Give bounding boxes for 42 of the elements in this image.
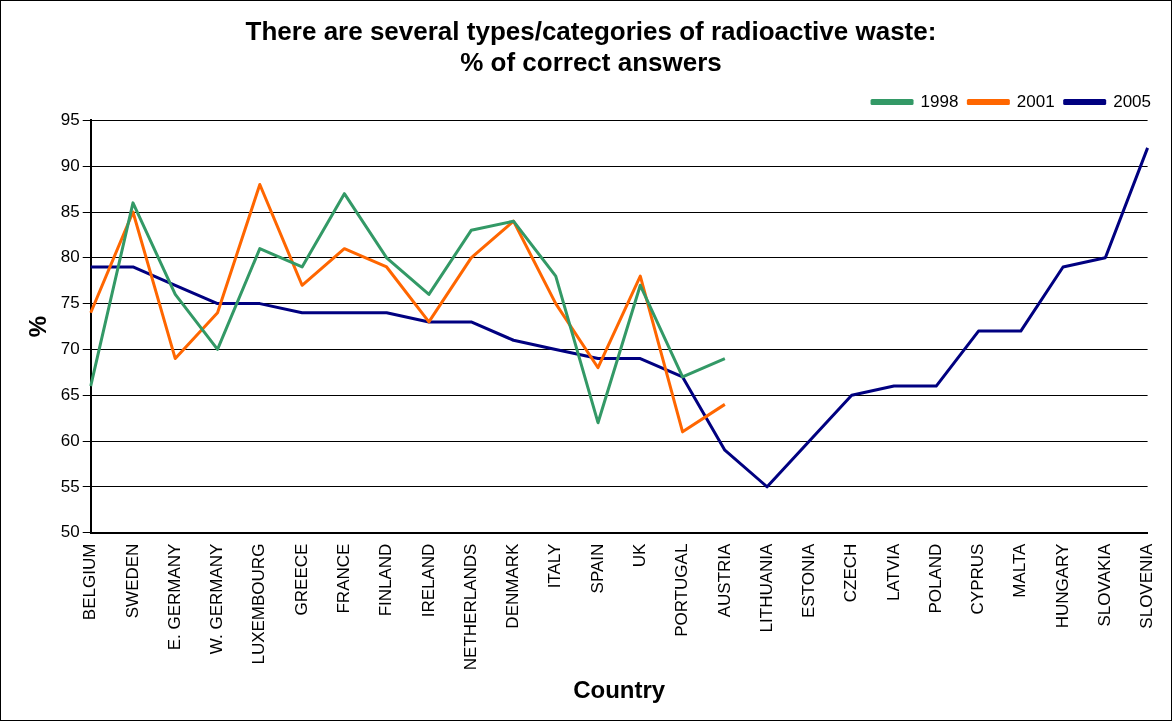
x-tick-label: BELGIUM xyxy=(80,543,100,621)
x-tick-label: SWEDEN xyxy=(122,543,142,619)
y-tick-label: 60 xyxy=(60,430,80,450)
x-tick-label: GREECE xyxy=(291,543,311,616)
y-tick-label: 50 xyxy=(60,522,80,542)
legend-label: 1998 xyxy=(920,91,959,111)
x-tick-label: AUSTRIA xyxy=(714,542,734,618)
x-tick-label: FINLAND xyxy=(376,543,396,617)
x-tick-label: HUNGARY xyxy=(1052,543,1072,629)
y-tick-label: 70 xyxy=(60,339,80,359)
x-tick-label: SLOVENIA xyxy=(1137,542,1157,629)
y-tick-label: 65 xyxy=(60,384,80,404)
x-axis-title: Country xyxy=(573,676,666,704)
y-tick-label: 95 xyxy=(60,110,80,130)
x-tick-label: LITHUANIA xyxy=(756,542,776,633)
x-tick-label: FRANCE xyxy=(334,543,354,614)
x-tick-label: W. GERMANY xyxy=(207,543,227,655)
x-tick-label: LATVIA xyxy=(883,542,903,601)
y-tick-label: 80 xyxy=(60,247,80,267)
y-tick-label: 75 xyxy=(60,293,80,313)
x-tick-label: SLOVAKIA xyxy=(1095,542,1115,627)
x-tick-label: UK xyxy=(629,542,649,568)
x-tick-label: PORTUGAL xyxy=(672,543,692,637)
x-tick-label: DENMARK xyxy=(503,542,523,629)
x-tick-label: ESTONIA xyxy=(799,542,819,618)
legend-label: 2005 xyxy=(1113,91,1152,111)
x-tick-label: E. GERMANY xyxy=(164,543,184,651)
chart-title: There are several types/categories of radioactive waste: % of correct answers xyxy=(245,15,937,77)
y-tick-label: 85 xyxy=(60,201,80,221)
x-tick-label: IRELAND xyxy=(418,543,438,618)
x-tick-label: LUXEMBOURG xyxy=(249,543,269,665)
y-tick-label: 90 xyxy=(60,155,80,175)
legend-label: 2001 xyxy=(1016,91,1055,111)
x-tick-label: POLAND xyxy=(925,543,945,614)
x-tick-label: CYPRUS xyxy=(968,543,988,615)
x-tick-label: NETHERLANDS xyxy=(460,543,480,671)
x-tick-label: SPAIN xyxy=(587,543,607,594)
y-tick-label: 55 xyxy=(60,476,80,496)
x-tick-label: MALTA xyxy=(1010,542,1030,598)
x-tick-label: CZECH xyxy=(841,543,861,603)
x-tick-label: ITALY xyxy=(545,543,565,589)
y-axis-title: % xyxy=(24,315,52,338)
